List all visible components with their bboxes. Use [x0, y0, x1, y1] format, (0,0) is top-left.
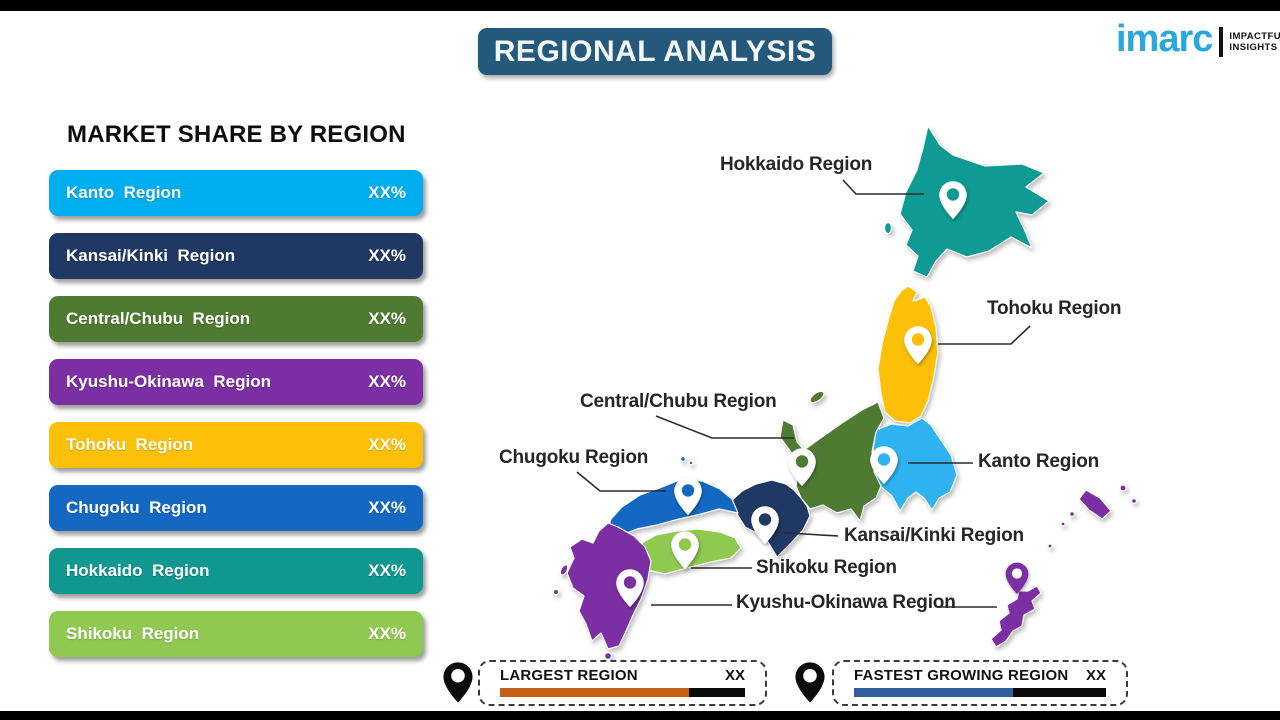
pin-tohoku	[904, 326, 932, 365]
bar-value: XX%	[368, 246, 406, 265]
islet-small	[1047, 543, 1053, 549]
leader-chugoku	[576, 471, 666, 492]
largest-region-bar-track	[500, 688, 745, 697]
islet-tokara-2	[1060, 521, 1066, 527]
callout-hokkaido: Hokkaido Region	[720, 154, 873, 175]
region-tohoku	[877, 285, 939, 424]
bar-label: Tohoku Region	[66, 435, 194, 454]
region-kyushu	[566, 522, 652, 650]
market-share-heading: MARKET SHARE BY REGION	[67, 121, 406, 148]
pin-kanto	[870, 446, 898, 485]
bar-shikoku: Shikoku Region XX%	[49, 611, 423, 657]
callout-kansai: Kansai/Kinki Region	[844, 525, 1024, 546]
bar-label: Kyushu-Okinawa Region	[66, 372, 271, 391]
bar-label: Kanto Region	[66, 183, 182, 202]
fastest-region-bar-track	[854, 688, 1106, 697]
logo-tagline-line2: INSIGHTS	[1229, 42, 1278, 53]
leader-hokkaido	[842, 179, 924, 195]
pin-hokkaido	[939, 181, 967, 220]
fastest-region-pin-icon	[793, 660, 827, 711]
top-letterbox-bar	[0, 0, 1280, 11]
pin-chubu	[788, 448, 816, 487]
callout-chugoku: Chugoku Region	[499, 447, 649, 468]
islet-yakushima	[603, 651, 612, 660]
japan-map	[480, 100, 1150, 660]
bar-value: XX%	[368, 435, 406, 454]
region-chugoku	[606, 478, 739, 536]
title-banner: REGIONAL ANALYSIS	[478, 28, 832, 75]
callout-tohoku: Tohoku Region	[987, 298, 1122, 319]
islet-tsushima	[559, 564, 569, 576]
islet-okushiri	[883, 221, 893, 235]
islet-tokara	[1068, 511, 1075, 518]
bar-kyushu: Kyushu-Okinawa Region XX%	[49, 359, 423, 405]
logo-tagline: IMPACTFUL INSIGHTS	[1229, 31, 1280, 54]
callout-leader-lines	[576, 179, 1031, 608]
fastest-region-value: XX	[1085, 667, 1106, 684]
pin-kansai	[751, 506, 779, 545]
bar-value: XX%	[368, 624, 406, 643]
largest-region-value: XX	[724, 667, 745, 684]
islet-oki-2	[688, 460, 694, 466]
largest-region-box: LARGEST REGION XX	[478, 660, 767, 706]
imarc-logo: imarc IMPACTFUL INSIGHTS	[1116, 20, 1280, 58]
imarc-wordmark: imarc	[1116, 18, 1213, 60]
bar-value: XX%	[368, 309, 406, 328]
japan-map-svg	[552, 125, 1137, 660]
fastest-region-label: FASTEST GROWING REGION	[854, 667, 1069, 684]
map-pins	[616, 181, 1029, 608]
bar-label: Kansai/Kinki Region	[66, 246, 236, 265]
largest-region-pin-icon	[441, 660, 475, 711]
islet-oki	[680, 456, 687, 463]
fastest-region-bar-fill	[854, 688, 1013, 697]
callout-chubu: Central/Chubu Region	[580, 391, 777, 412]
leader-chubu	[655, 415, 794, 439]
largest-region-bar-fill	[500, 688, 689, 697]
bottom-letterbox-bar	[0, 711, 1280, 720]
bar-label: Shikoku Region	[66, 624, 200, 643]
bar-kansai: Kansai/Kinki Region XX%	[49, 233, 423, 279]
islet-sado	[809, 390, 825, 404]
bar-kanto: Kanto Region XX%	[49, 170, 423, 216]
callout-kyushu: Kyushu-Okinawa Region	[736, 592, 956, 613]
islet-amami	[1078, 489, 1112, 520]
islet-amami-2	[1119, 484, 1127, 492]
bar-value: XX%	[368, 183, 406, 202]
bar-value: XX%	[368, 372, 406, 391]
pin-kyushu	[616, 569, 644, 608]
bar-value: XX%	[368, 498, 406, 517]
largest-region-label: LARGEST REGION	[500, 667, 638, 684]
islet-tanegashima	[620, 658, 626, 660]
fastest-region-box: FASTEST GROWING REGION XX	[832, 660, 1128, 706]
page-title: REGIONAL ANALYSIS	[493, 34, 817, 68]
region-hokkaido	[899, 125, 1050, 278]
islet-goto	[552, 588, 560, 596]
leader-kansai	[771, 531, 839, 537]
market-share-bar-list: Kanto Region XX% Kansai/Kinki Region XX%…	[49, 170, 423, 674]
callout-kanto: Kanto Region	[978, 451, 1100, 472]
pin-shikoku	[671, 531, 699, 570]
bar-chubu: Central/Chubu Region XX%	[49, 296, 423, 342]
region-okinawa-island	[990, 585, 1042, 648]
callout-shikoku: Shikoku Region	[756, 557, 897, 578]
leader-tohoku	[938, 325, 1031, 345]
islet-amami-3	[1130, 498, 1137, 505]
bar-label: Chugoku Region	[66, 498, 207, 517]
bar-chugoku: Chugoku Region XX%	[49, 485, 423, 531]
bar-tohoku: Tohoku Region XX%	[49, 422, 423, 468]
pin-okinawa	[1005, 562, 1029, 594]
bar-hokkaido: Hokkaido Region XX%	[49, 548, 423, 594]
logo-divider	[1219, 27, 1224, 57]
bar-label: Hokkaido Region	[66, 561, 210, 580]
region-kanto	[872, 417, 958, 512]
bar-label: Central/Chubu Region	[66, 309, 251, 328]
pin-chugoku	[674, 477, 702, 516]
logo-tagline-line1: IMPACTFUL	[1229, 30, 1280, 42]
bar-value: XX%	[368, 561, 406, 580]
